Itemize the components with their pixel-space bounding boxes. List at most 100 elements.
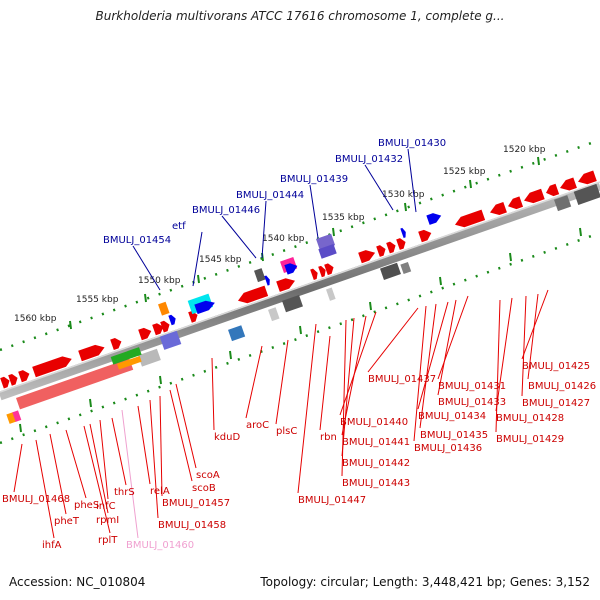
gene-block-green — [110, 347, 142, 365]
inner-major-tick — [299, 325, 302, 335]
top-gene-label: BMULJ_01430 — [378, 138, 446, 149]
gene-block-grey — [268, 307, 280, 322]
bottom-gene-label: BMULJ_01435 — [420, 430, 488, 441]
bottom-gene-label: plsC — [276, 426, 297, 437]
bottom-gene-label: infC — [96, 501, 116, 512]
gene-arrow — [32, 356, 72, 378]
bottom-gene-label: scoA — [196, 470, 220, 481]
gene-block-darkgrey — [573, 183, 600, 206]
bottom-leader-line — [89, 423, 109, 514]
bottom-leader-line — [49, 433, 67, 515]
gene-arrow — [546, 183, 560, 197]
gene-arrow — [455, 209, 486, 228]
inner-major-tick — [89, 398, 92, 408]
top-leader-line — [132, 245, 161, 291]
gene-arrow — [396, 238, 406, 250]
bottom-gene-label: scoB — [192, 483, 216, 494]
bottom-gene-label: BMULJ_01443 — [342, 478, 410, 489]
inner-major-ticks — [19, 227, 582, 433]
gene-block-darkgrey — [282, 294, 303, 313]
outer-tick-track — [0, 138, 600, 352]
top-gene-label: BMULJ_01444 — [236, 190, 304, 201]
bottom-gene-label: BMULJ_01426 — [528, 381, 596, 392]
outer-major-tick — [197, 274, 200, 284]
bottom-gene-label: BMULJ_01431 — [438, 381, 506, 392]
bottom-gene-label: thrS — [114, 487, 135, 498]
top-gene-label: BMULJ_01454 — [103, 235, 171, 246]
bottom-leader-line — [495, 297, 513, 412]
top-leader-line — [261, 200, 267, 259]
inner-major-tick — [229, 350, 232, 360]
bottom-gene-label: ihfA — [42, 540, 62, 551]
gene-block-orange — [158, 301, 170, 316]
bottom-leader-line — [495, 299, 501, 433]
gene-arrow — [276, 278, 295, 292]
outer-major-tick — [69, 320, 72, 330]
gene-arrow — [508, 196, 524, 210]
gene-arrow — [376, 245, 386, 257]
bottom-gene-label: BMULJ_01457 — [162, 498, 230, 509]
inner-major-tick — [579, 227, 582, 237]
top-leader-line — [407, 148, 417, 213]
gene-block-purple — [318, 243, 337, 259]
bottom-leader-line — [159, 395, 163, 497]
kbp-label: 1525 kbp — [443, 167, 486, 177]
bottom-leader-line — [417, 301, 449, 410]
bottom-gene-label: BMULJ_01440 — [340, 417, 408, 428]
top-leader-line — [192, 231, 203, 287]
gene-arrow — [524, 188, 545, 204]
outer-major-tick — [332, 227, 335, 237]
bottom-gene-label: pheT — [54, 516, 80, 527]
top-gene-labels: BMULJ_01430 BMULJ_01432 BMULJ_01439 BMULJ_0… — [103, 138, 446, 246]
backbone — [0, 181, 600, 401]
top-gene-label: BMULJ_01432 — [335, 154, 403, 165]
bottom-leader-line — [149, 399, 159, 519]
bottom-gene-label: BMULJ_01433 — [438, 397, 506, 408]
bottom-leader-line — [121, 409, 139, 539]
bottom-leader-line — [83, 425, 111, 534]
inner-major-tick — [439, 276, 442, 286]
bottom-leader-line — [437, 299, 457, 396]
bottom-leader-line — [275, 339, 289, 425]
gene-block-pink — [12, 410, 22, 422]
bottom-leader-line — [367, 307, 419, 373]
gene-arrow — [418, 229, 432, 243]
bottom-leader-line — [319, 335, 331, 431]
gene-arrow-blue — [400, 227, 406, 239]
bottom-gene-label: BMULJ_01436 — [414, 443, 482, 454]
bottom-gene-label: BMULJ_01427 — [522, 398, 590, 409]
gene-arrow-blue — [426, 213, 442, 225]
bottom-leader-line — [521, 289, 549, 360]
bottom-gene-label: BMULJ_01447 — [298, 495, 366, 506]
gene-arrow — [78, 344, 105, 362]
gene-arrow-blue — [194, 300, 215, 315]
bottom-gene-label: BMULJ_01425 — [522, 361, 590, 372]
bottom-gene-label: aroC — [246, 420, 269, 431]
top-leader-line — [309, 184, 319, 239]
backbone-shade — [0, 181, 600, 393]
bottom-leader-line — [35, 439, 55, 539]
bottom-leader-line — [245, 345, 263, 419]
gene-arrow — [18, 370, 30, 383]
outer-major-tick — [404, 202, 407, 212]
bottom-leader-line — [13, 443, 23, 493]
bottom-gene-label: kduD — [214, 432, 240, 443]
kbp-label: 1530 kbp — [382, 190, 425, 200]
kbp-label: 1560 kbp — [14, 314, 57, 324]
inner-major-tick — [159, 375, 162, 385]
topology-text: Topology: circular; Length: 3,448,421 bp… — [260, 575, 590, 589]
gene-block-grey — [400, 261, 412, 275]
gene-arrow — [386, 241, 396, 254]
outer-major-tick — [537, 156, 540, 166]
gene-arrow — [152, 323, 164, 336]
bottom-leader-line — [341, 319, 347, 477]
gene-arrow — [310, 268, 318, 280]
top-leader-lines — [132, 148, 417, 291]
inner-major-tick — [369, 301, 372, 311]
gene-block-orange — [117, 355, 142, 370]
bottom-gene-label: pheS — [74, 500, 99, 511]
bottom-gene-label: BMULJ_01428 — [496, 413, 564, 424]
bottom-gene-label: BMULJ_01437 — [368, 374, 436, 385]
bottom-gene-label: BMULJ_01442 — [342, 458, 410, 469]
